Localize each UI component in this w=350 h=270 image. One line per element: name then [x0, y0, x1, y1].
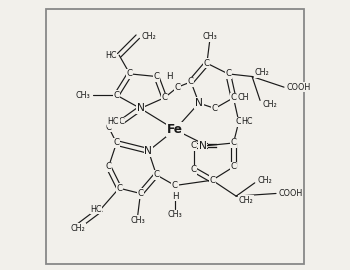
Text: N: N: [195, 98, 203, 108]
Text: C: C: [153, 170, 159, 179]
Text: C: C: [231, 93, 237, 102]
Text: CH₂: CH₂: [255, 68, 270, 77]
Text: C: C: [161, 93, 167, 102]
Text: C: C: [138, 189, 144, 198]
Text: C: C: [106, 162, 112, 171]
Text: HC: HC: [108, 117, 119, 126]
Text: HC: HC: [90, 205, 102, 214]
Text: C: C: [212, 104, 218, 113]
Text: C: C: [113, 91, 119, 100]
Text: HC: HC: [105, 51, 117, 60]
Text: C: C: [209, 176, 215, 185]
Text: C: C: [231, 139, 237, 147]
Text: N: N: [199, 141, 207, 151]
Text: C: C: [175, 83, 181, 92]
Text: C: C: [172, 181, 178, 190]
Text: COOH: COOH: [287, 83, 311, 92]
Text: COOH: COOH: [279, 189, 303, 198]
Text: CH₃: CH₃: [168, 210, 182, 219]
Text: C: C: [191, 141, 197, 150]
Text: C: C: [106, 123, 112, 131]
Text: CH₃: CH₃: [202, 32, 217, 41]
Text: C: C: [191, 165, 197, 174]
Text: CH₃: CH₃: [131, 215, 145, 225]
Text: CH₂: CH₂: [257, 176, 272, 185]
Text: CH₂: CH₂: [239, 196, 253, 205]
Text: C: C: [204, 59, 210, 68]
Text: C: C: [236, 117, 242, 126]
Text: N: N: [145, 146, 152, 156]
Text: CH₂: CH₂: [263, 100, 278, 109]
Text: C: C: [127, 69, 133, 78]
Text: C: C: [188, 77, 194, 86]
Text: C: C: [225, 69, 231, 78]
Text: Fe: Fe: [167, 123, 183, 136]
Text: C: C: [231, 162, 237, 171]
Text: C: C: [113, 139, 119, 147]
Text: CH₂: CH₂: [142, 32, 156, 41]
Text: N: N: [136, 103, 145, 113]
Text: C: C: [153, 72, 159, 81]
FancyBboxPatch shape: [46, 9, 304, 264]
Text: CH₃: CH₃: [75, 91, 90, 100]
Text: H: H: [166, 72, 173, 81]
Text: C: C: [116, 184, 122, 193]
Text: C: C: [119, 117, 125, 126]
Text: CH₂: CH₂: [71, 224, 85, 232]
Text: HC: HC: [241, 117, 253, 126]
Text: H: H: [172, 192, 178, 201]
Text: CH: CH: [237, 93, 249, 102]
